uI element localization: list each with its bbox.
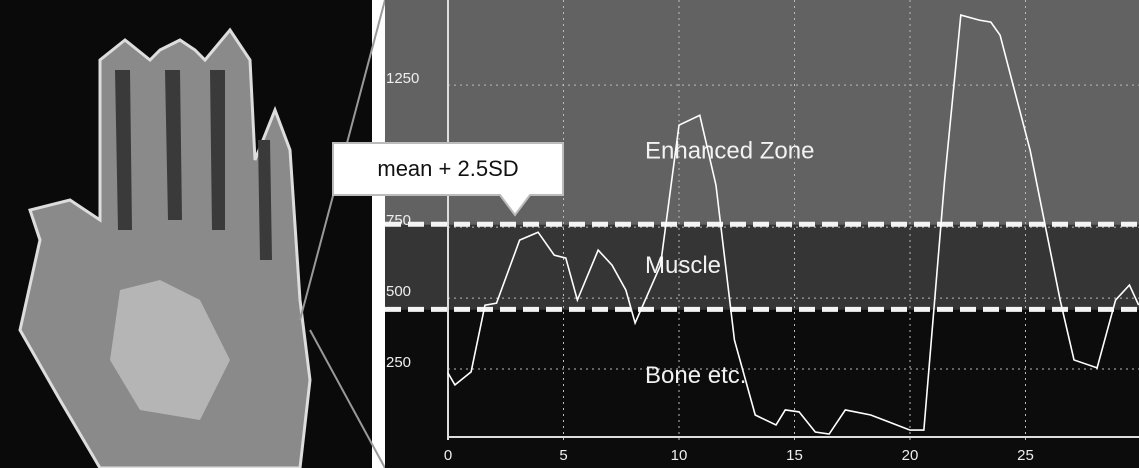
y-tick-label: 250 (386, 354, 411, 371)
hand-image (0, 0, 372, 468)
zone-label: Enhanced Zone (645, 137, 814, 164)
y-tick-label: 500 (386, 283, 411, 300)
figure: 25050075012500510152025Enhanced ZoneMusc… (0, 0, 1139, 468)
x-tick-label: 0 (444, 447, 452, 464)
zone-background (385, 309, 1139, 468)
x-tick-label: 10 (671, 447, 688, 464)
x-tick-label: 20 (902, 447, 919, 464)
x-tick-label: 15 (786, 447, 803, 464)
zone-label: Bone etc. (645, 362, 746, 389)
y-tick-label: 1250 (386, 70, 419, 87)
callout-text: mean + 2.5SD (377, 156, 518, 181)
x-tick-label: 5 (559, 447, 567, 464)
x-tick-label: 25 (1017, 447, 1034, 464)
